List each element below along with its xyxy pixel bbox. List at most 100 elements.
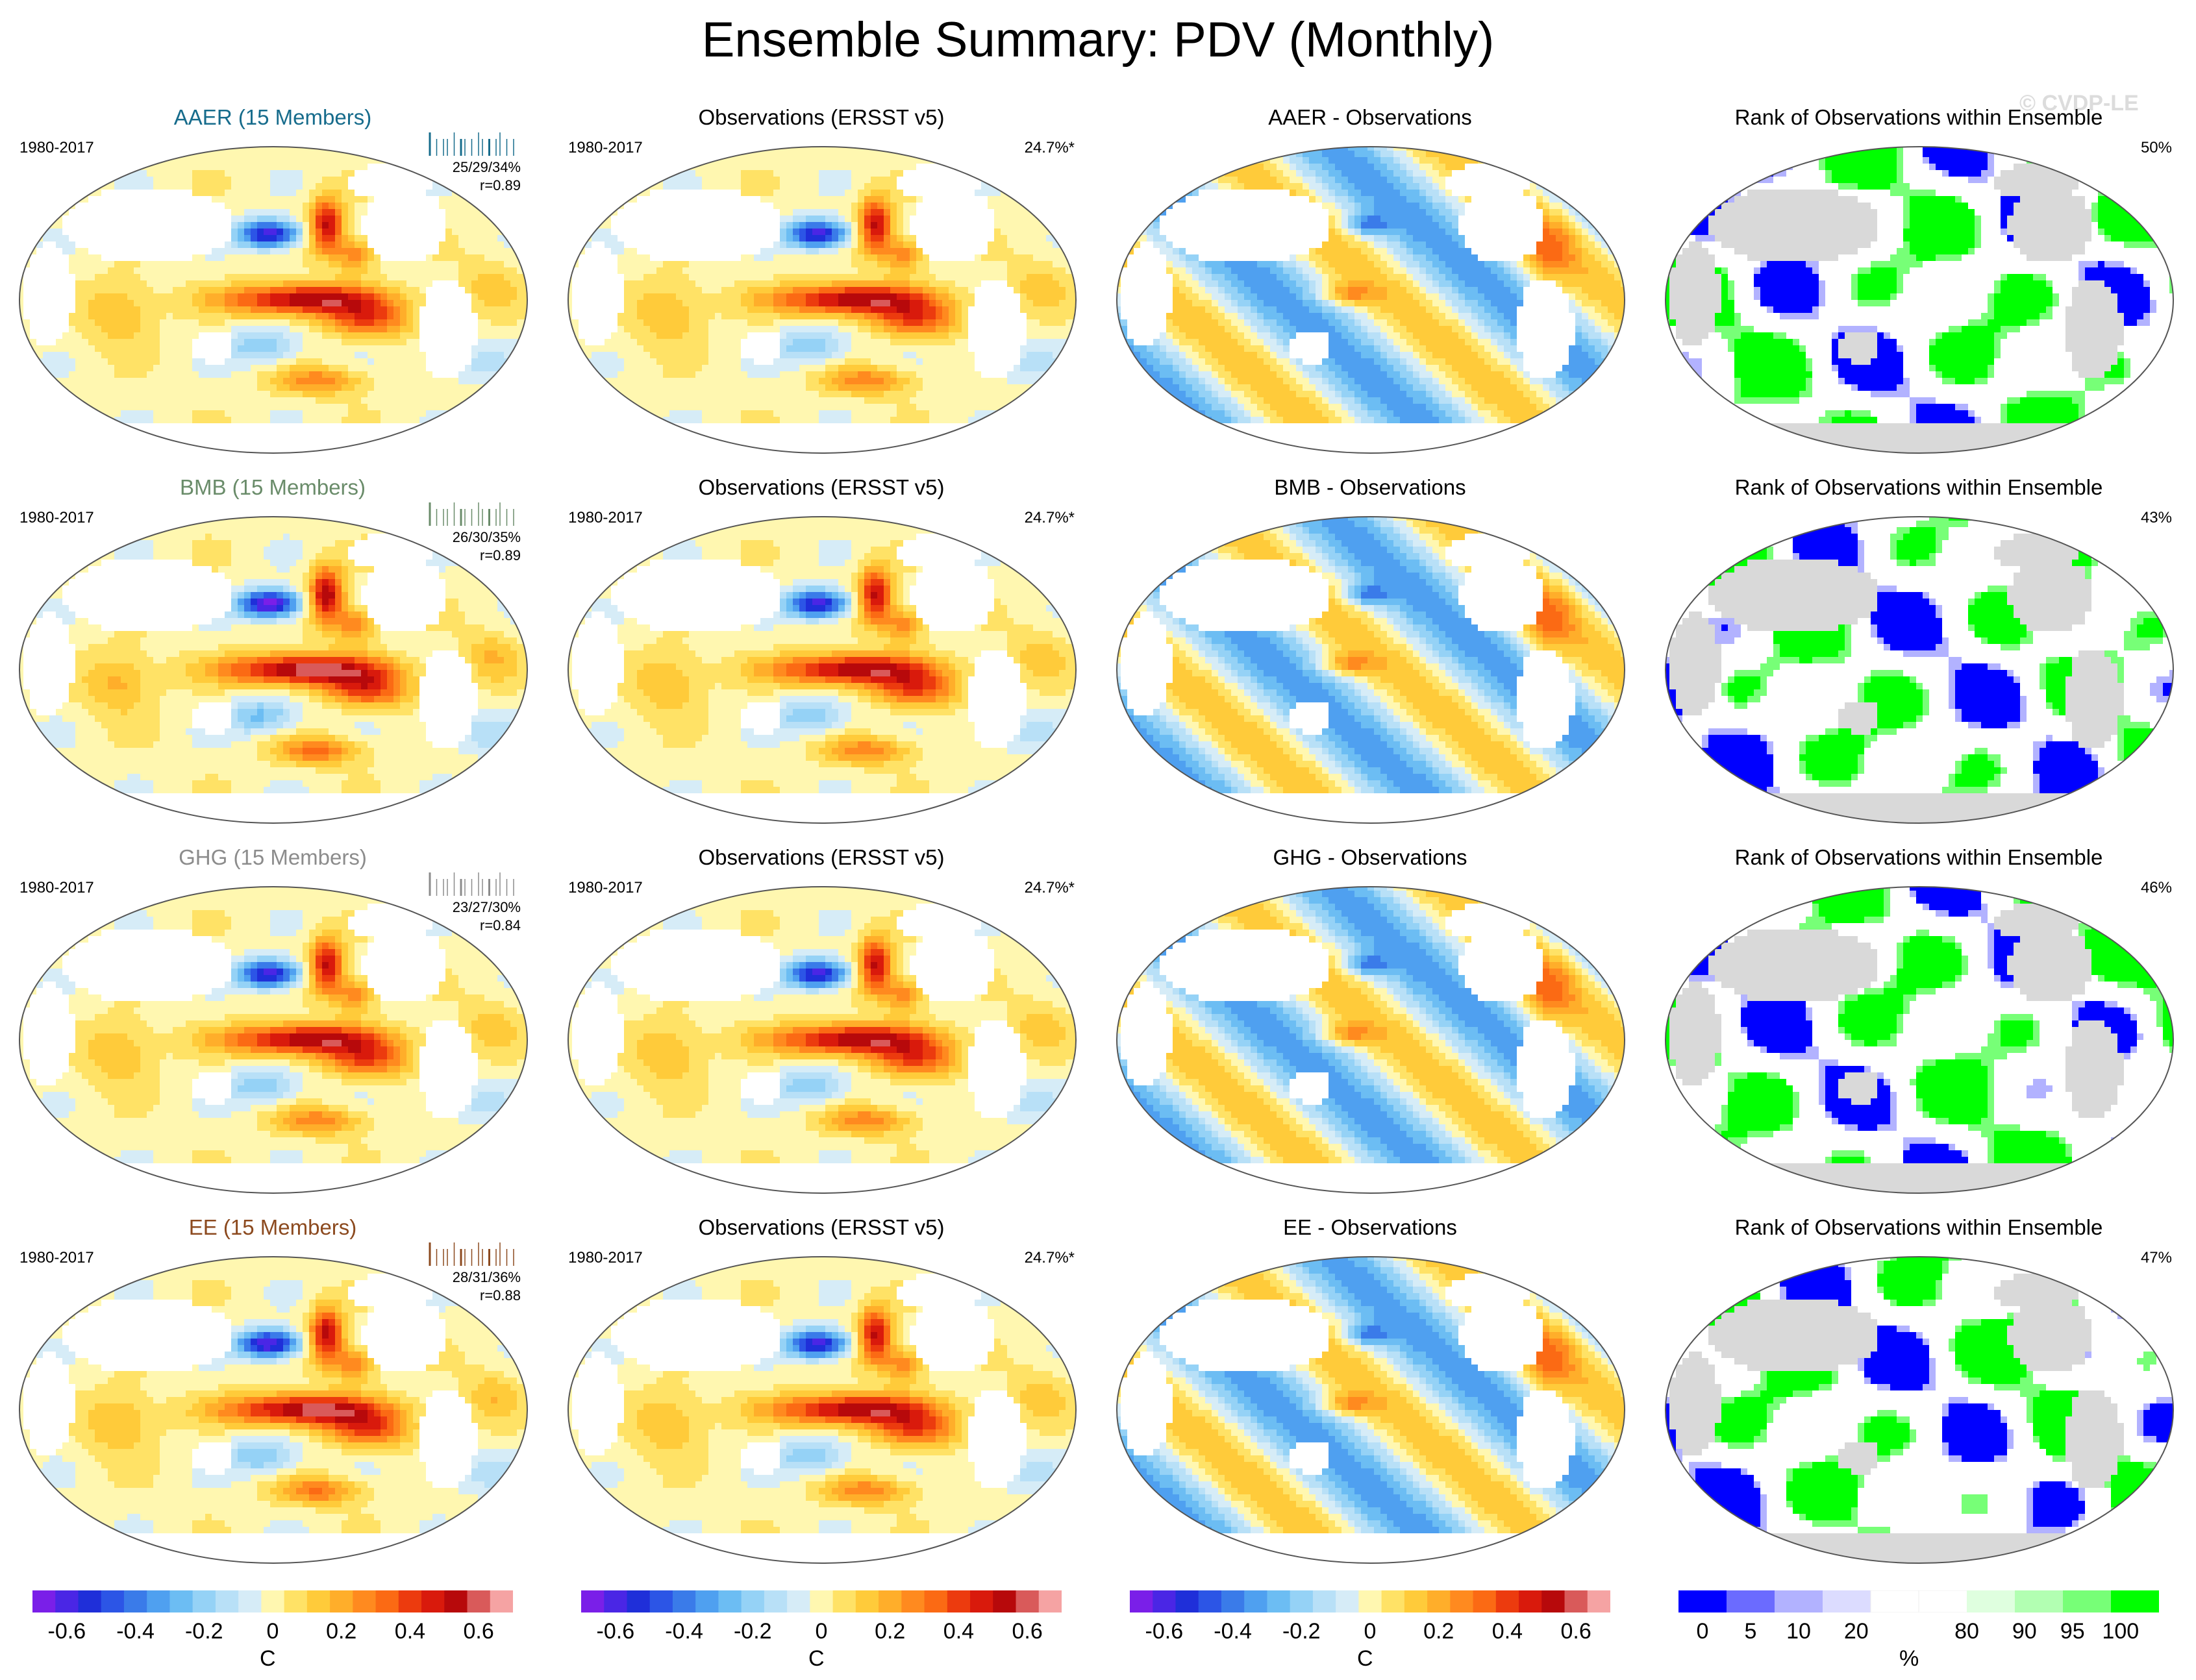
colorbar-swatch — [764, 1590, 788, 1612]
colorbar-swatch — [1404, 1590, 1428, 1612]
colorbar-swatch — [238, 1590, 262, 1612]
colorbar-swatch — [330, 1590, 353, 1612]
colorbar-swatch — [1016, 1590, 1040, 1612]
colorbar-swatch — [1427, 1590, 1451, 1612]
colorbar-swatch — [1775, 1590, 1823, 1612]
colorbar-swatch — [970, 1590, 993, 1612]
world-map-diff — [1114, 884, 1627, 1196]
colorbar-swatch — [1199, 1590, 1222, 1612]
panel-title: BMB - Observations — [1104, 475, 1636, 500]
colorbar-swatch — [169, 1590, 193, 1612]
colorbar-tick-label: 0.6 — [1556, 1619, 1595, 1644]
panel-rank: Rank of Observations within Ensemble 50% — [1653, 91, 2185, 454]
colorbar-swatch — [901, 1590, 925, 1612]
colorbar-swatch — [718, 1590, 742, 1612]
colorbar-unit: C — [260, 1646, 276, 1672]
panel-obs: Observations (ERSST v5) 1980-2017 24.7%* — [555, 91, 1088, 454]
colorbar-swatch — [673, 1590, 696, 1612]
colorbar-tick-label: 95 — [2053, 1619, 2092, 1644]
panel-title: GHG (15 Members) — [6, 845, 539, 870]
colorbar-swatch — [307, 1590, 331, 1612]
colorbar: -0.6 -0.4 -0.2 0 0.2 0.4 0.6 C — [581, 1590, 1062, 1675]
world-map-ensemble — [17, 1254, 530, 1566]
colorbar-swatch — [1565, 1590, 1588, 1612]
colorbar-swatch — [1871, 1590, 1919, 1612]
colorbar-tick-label: 20 — [1837, 1619, 1876, 1644]
colorbar-swatch — [1290, 1590, 1314, 1612]
colorbar-swatch — [193, 1590, 216, 1612]
colorbar-tick-label: 80 — [1947, 1619, 1986, 1644]
colorbar-swatch — [101, 1590, 125, 1612]
panel-title: Observations (ERSST v5) — [555, 475, 1088, 500]
colorbar-tick-label: 0 — [1351, 1619, 1390, 1644]
colorbar-tick-label: 0 — [253, 1619, 292, 1644]
colorbar-swatch — [1496, 1590, 1519, 1612]
colorbar-swatch — [1450, 1590, 1473, 1612]
colorbar: 0 5 10 20 80 90 95 100% — [1678, 1590, 2159, 1675]
panel-title: EE - Observations — [1104, 1215, 1636, 1240]
world-map-obs — [566, 884, 1079, 1196]
world-map-rank — [1663, 144, 2176, 456]
colorbar: -0.6 -0.4 -0.2 0 0.2 0.4 0.6 C — [32, 1590, 513, 1675]
colorbar-tick-label: -0.6 — [1145, 1619, 1184, 1644]
colorbar-swatch — [581, 1590, 605, 1612]
colorbar-swatch — [2063, 1590, 2112, 1612]
panel-title: Rank of Observations within Ensemble — [1653, 1215, 2185, 1240]
world-map-ensemble — [17, 144, 530, 456]
colorbar-unit: % — [1899, 1646, 1919, 1672]
colorbar-tick-label: -0.2 — [1282, 1619, 1321, 1644]
world-map-diff — [1114, 514, 1627, 826]
colorbar-swatch — [468, 1590, 491, 1612]
colorbar-swatch — [261, 1590, 284, 1612]
colorbar-swatch — [147, 1590, 170, 1612]
colorbar-swatch — [55, 1590, 79, 1612]
colorbar-swatch — [650, 1590, 673, 1612]
colorbar-swatch — [124, 1590, 147, 1612]
world-map-diff — [1114, 144, 1627, 456]
colorbar-swatch — [421, 1590, 445, 1612]
panel-title: GHG - Observations — [1104, 845, 1636, 870]
colorbar-swatch — [284, 1590, 308, 1612]
panel-rank: Rank of Observations within Ensemble 46% — [1653, 831, 2185, 1194]
panel-obs: Observations (ERSST v5) 1980-2017 24.7%* — [555, 1201, 1088, 1564]
colorbar-swatch — [399, 1590, 422, 1612]
colorbar-tick-label: -0.4 — [116, 1619, 155, 1644]
colorbar-swatch — [1473, 1590, 1497, 1612]
colorbar-swatch — [627, 1590, 650, 1612]
world-map-obs — [566, 144, 1079, 456]
panel-diff: EE - Observations — [1104, 1201, 1636, 1564]
world-map-rank — [1663, 514, 2176, 826]
colorbar-swatch — [1541, 1590, 1565, 1612]
panel-ensemble: BMB (15 Members) 1980-2017 26/30/35% r=0.89 — [6, 461, 539, 824]
panel-obs: Observations (ERSST v5) 1980-2017 24.7%* — [555, 831, 1088, 1194]
colorbar-swatch — [1919, 1590, 1967, 1612]
colorbar-swatch — [1678, 1590, 1727, 1612]
colorbar-swatch — [1519, 1590, 1542, 1612]
panel-title: Observations (ERSST v5) — [555, 845, 1088, 870]
colorbar-tick-label: 100 — [2101, 1619, 2140, 1644]
panel-title: Rank of Observations within Ensemble — [1653, 105, 2185, 130]
panel-title: EE (15 Members) — [6, 1215, 539, 1240]
panel-title: AAER - Observations — [1104, 105, 1636, 130]
colorbar-swatch — [216, 1590, 239, 1612]
colorbar-swatch — [1221, 1590, 1245, 1612]
panel-diff: AAER - Observations — [1104, 91, 1636, 454]
colorbar-tick-label: 0.2 — [322, 1619, 361, 1644]
colorbar-swatch — [1382, 1590, 1405, 1612]
colorbar-swatch — [695, 1590, 719, 1612]
colorbar-tick-label: 5 — [1731, 1619, 1770, 1644]
colorbar-swatch — [376, 1590, 399, 1612]
colorbar: -0.6 -0.4 -0.2 0 0.2 0.4 0.6 C — [1130, 1590, 1610, 1675]
colorbar-swatch — [1358, 1590, 1382, 1612]
colorbar-swatch — [490, 1590, 513, 1612]
panel-title: Observations (ERSST v5) — [555, 1215, 1088, 1240]
colorbar-tick-label: -0.2 — [184, 1619, 223, 1644]
colorbar-swatch — [925, 1590, 948, 1612]
colorbar-tick-label: -0.4 — [665, 1619, 704, 1644]
colorbar-tick-label: 0.4 — [1488, 1619, 1527, 1644]
colorbar-tick-label: 0 — [1683, 1619, 1722, 1644]
panel-ensemble: AAER (15 Members) 1980-2017 25/29/34% r=0.8… — [6, 91, 539, 454]
colorbar-swatch — [1130, 1590, 1153, 1612]
colorbar-swatch — [1039, 1590, 1062, 1612]
colorbar-swatch — [1588, 1590, 1610, 1612]
